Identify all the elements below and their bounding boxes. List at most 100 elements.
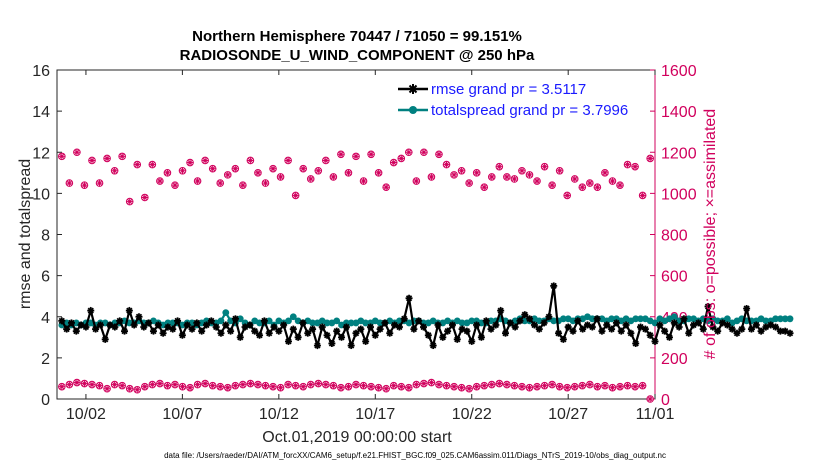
obs-marker xyxy=(616,181,624,189)
y-left-tick-label: 4 xyxy=(41,310,50,327)
rmse-point xyxy=(231,315,239,323)
rmse-point xyxy=(559,335,567,343)
obs-marker xyxy=(472,169,481,177)
rmse-point xyxy=(309,325,317,333)
rmse-point xyxy=(289,325,297,333)
rmse-point xyxy=(487,325,495,333)
footnote: data file: /Users/raeder/DAI/ATM_forcXX/… xyxy=(164,451,666,460)
obs-marker xyxy=(208,381,217,390)
rmse-point xyxy=(627,329,635,337)
totalspread-point xyxy=(685,315,693,323)
totalspread-point xyxy=(786,315,794,323)
obs-marker xyxy=(118,381,126,390)
rmse-point xyxy=(535,325,543,333)
rmse-point xyxy=(299,319,307,327)
obs-marker xyxy=(480,381,489,390)
rmse-point xyxy=(670,319,678,327)
obs-marker xyxy=(586,179,594,187)
obs-marker xyxy=(586,380,594,389)
obs-marker xyxy=(412,177,421,185)
obs-marker xyxy=(352,152,360,161)
rmse-point xyxy=(714,327,722,335)
y-right-tick-label: 1200 xyxy=(661,145,697,162)
rmse-point xyxy=(420,323,428,331)
obs-marker xyxy=(306,175,315,183)
legend-rmse-label: rmse grand pr = 3.5117 xyxy=(431,81,586,98)
rmse-point xyxy=(63,325,71,333)
obs-marker xyxy=(284,156,292,165)
plot-area xyxy=(56,69,656,400)
obs-marker xyxy=(322,380,330,389)
totalspread-point xyxy=(265,317,273,325)
rmse-point xyxy=(651,337,659,345)
obs-marker xyxy=(223,383,232,392)
rmse-point xyxy=(410,325,418,333)
obs-marker xyxy=(148,380,157,389)
obs-marker xyxy=(420,379,428,388)
rmse-point xyxy=(169,325,177,333)
rmse-point xyxy=(612,319,620,327)
rmse-point xyxy=(246,321,254,329)
obs-marker xyxy=(322,156,330,165)
obs-marker xyxy=(58,382,66,391)
obs-marker xyxy=(359,177,368,185)
totalspread-point xyxy=(285,317,292,325)
y-right-tick-label: 600 xyxy=(661,269,688,286)
rmse-point xyxy=(371,331,379,339)
rmse-point xyxy=(482,317,490,325)
obs-marker xyxy=(208,164,217,173)
totalspread-point xyxy=(309,319,316,327)
obs-marker xyxy=(442,381,451,390)
rmse-point xyxy=(564,323,572,331)
chart-title-line2: RADIOSONDE_U_WIND_COMPONENT @ 250 hPa xyxy=(180,47,535,64)
rmse-point xyxy=(516,317,524,325)
rmse-point xyxy=(617,327,625,335)
obs-marker xyxy=(156,177,164,185)
obs-marker xyxy=(533,382,541,391)
obs-marker xyxy=(284,380,292,389)
totalspread-point xyxy=(458,319,466,327)
y-right-tick-label: 0 xyxy=(661,392,670,409)
obs-marker xyxy=(246,156,255,165)
rmse-point xyxy=(786,329,794,337)
y-left-tick-label: 6 xyxy=(41,269,50,286)
obs-marker xyxy=(427,173,436,181)
rmse-point xyxy=(140,323,148,331)
rmse-point xyxy=(188,325,196,333)
y-right-tick-label: 1000 xyxy=(661,186,697,203)
obs-marker xyxy=(306,380,315,389)
obs-marker xyxy=(382,384,390,393)
totalspread-point xyxy=(236,315,244,323)
x-tick-label: 10/27 xyxy=(548,406,588,423)
obs-marker xyxy=(58,152,66,161)
rmse-point xyxy=(116,317,124,325)
obs-marker xyxy=(291,191,300,200)
obs-marker xyxy=(555,382,564,391)
obs-marker xyxy=(495,379,504,388)
obs-marker xyxy=(239,380,247,389)
rmse-point xyxy=(318,323,326,331)
rmse-point xyxy=(376,325,384,333)
obs-marker xyxy=(80,379,89,388)
obs-marker xyxy=(329,173,338,181)
obs-marker xyxy=(374,383,383,392)
rmse-point xyxy=(709,323,717,331)
y-left-tick-label: 12 xyxy=(32,145,50,162)
rmse-point xyxy=(641,325,649,333)
obs-marker xyxy=(133,160,142,169)
rmse-point xyxy=(198,327,206,335)
rmse-point xyxy=(251,327,259,335)
obs-marker xyxy=(435,150,443,159)
obs-marker xyxy=(623,381,632,390)
obs-marker xyxy=(570,382,579,391)
obs-marker xyxy=(646,395,654,403)
totalspread-point xyxy=(632,315,640,323)
rmse-point xyxy=(265,329,273,337)
rmse-point xyxy=(96,321,104,329)
obs-marker xyxy=(216,179,225,187)
rmse-point xyxy=(738,325,746,333)
obs-marker xyxy=(223,171,232,179)
rmse-point xyxy=(381,319,389,327)
obs-marker xyxy=(397,382,406,391)
